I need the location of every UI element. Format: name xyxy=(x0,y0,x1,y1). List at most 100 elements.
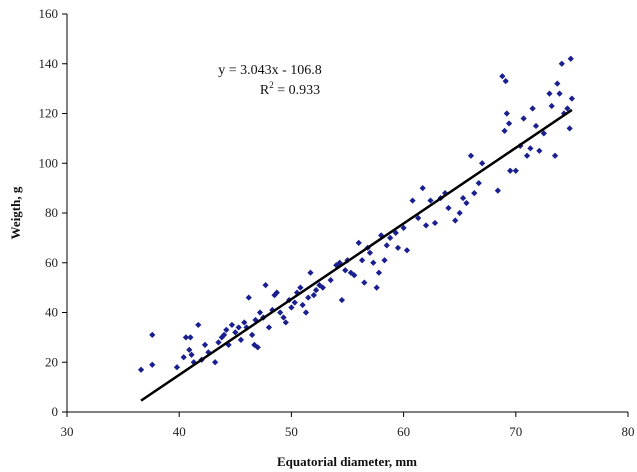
data-point xyxy=(237,336,245,343)
data-point xyxy=(502,78,509,85)
y-tick-label: 0 xyxy=(52,404,59,419)
data-point xyxy=(556,90,563,97)
x-tick-label: 30 xyxy=(61,424,74,439)
x-tick-label: 70 xyxy=(509,424,522,439)
y-tick-label: 80 xyxy=(45,205,58,220)
x-axis-title: Equatorial diameter, mm xyxy=(277,454,417,469)
y-tick-label: 40 xyxy=(45,305,58,320)
data-point xyxy=(523,152,531,159)
data-point xyxy=(302,309,310,316)
y-tick-label: 160 xyxy=(39,6,59,21)
data-points xyxy=(137,55,576,373)
data-point xyxy=(529,105,536,112)
data-point xyxy=(182,334,190,341)
y-tick-label: 140 xyxy=(39,56,59,71)
data-point xyxy=(499,73,506,80)
data-point xyxy=(265,324,273,331)
data-point xyxy=(459,194,467,202)
trend-line xyxy=(140,108,573,402)
data-point xyxy=(512,167,519,174)
y-tick-label: 20 xyxy=(45,354,58,369)
data-point xyxy=(419,185,426,192)
data-point xyxy=(280,314,287,321)
data-point xyxy=(319,284,326,291)
data-point xyxy=(327,277,334,284)
y-axis-title: Weigth, g xyxy=(8,186,23,239)
data-point xyxy=(381,257,388,264)
data-point xyxy=(235,324,242,331)
data-point xyxy=(532,122,540,130)
data-point xyxy=(282,319,289,326)
data-point xyxy=(467,152,475,159)
data-point xyxy=(536,147,543,154)
data-point xyxy=(262,282,269,289)
data-point xyxy=(291,299,298,306)
data-point xyxy=(180,354,187,361)
data-point xyxy=(137,366,145,373)
data-point xyxy=(288,304,295,311)
data-point xyxy=(456,209,463,217)
data-point xyxy=(149,331,156,338)
x-tick-label: 50 xyxy=(285,424,298,439)
data-point xyxy=(273,289,280,296)
data-point xyxy=(567,55,574,62)
data-point xyxy=(431,219,439,227)
data-point xyxy=(445,204,452,212)
data-point xyxy=(195,321,202,329)
data-point xyxy=(173,364,181,371)
data-point xyxy=(383,242,390,249)
data-point xyxy=(494,187,501,194)
data-point xyxy=(277,309,284,316)
data-point xyxy=(256,309,264,316)
data-point xyxy=(375,269,383,276)
data-point xyxy=(305,294,312,301)
y-tick-label: 100 xyxy=(39,155,59,170)
data-point xyxy=(373,284,380,291)
data-point xyxy=(551,152,559,159)
data-point xyxy=(310,291,317,299)
data-point xyxy=(223,326,230,334)
x-tick-label: 60 xyxy=(397,424,410,439)
data-point xyxy=(342,267,349,274)
data-point xyxy=(546,90,553,97)
data-point xyxy=(351,272,358,279)
data-point xyxy=(211,359,219,366)
data-point xyxy=(215,339,222,346)
data-point xyxy=(149,361,156,368)
data-point xyxy=(338,296,346,304)
data-point xyxy=(355,239,362,246)
data-point xyxy=(520,115,527,122)
data-point xyxy=(358,257,366,264)
data-point xyxy=(422,222,430,229)
data-point xyxy=(415,214,422,222)
data-point xyxy=(503,110,510,117)
data-point xyxy=(566,125,573,132)
x-tick-label: 80 xyxy=(622,424,635,439)
data-point xyxy=(463,199,470,207)
data-point xyxy=(554,80,561,87)
data-point xyxy=(370,259,377,266)
data-point xyxy=(394,244,402,251)
y-tick-label: 60 xyxy=(45,255,58,270)
data-point xyxy=(403,247,411,254)
x-tick-label: 40 xyxy=(173,424,186,439)
data-point xyxy=(245,294,252,301)
data-point xyxy=(361,279,368,286)
data-point xyxy=(299,301,306,309)
data-point xyxy=(507,167,514,174)
data-point xyxy=(501,127,508,135)
data-point xyxy=(471,189,478,197)
data-point xyxy=(249,331,256,338)
y-tick-label: 120 xyxy=(39,106,59,121)
data-point xyxy=(505,120,513,127)
data-point xyxy=(548,102,555,110)
data-point xyxy=(558,60,565,67)
data-point xyxy=(312,287,320,294)
r-squared-label: R2 = 0.933 xyxy=(260,80,320,98)
data-point xyxy=(452,217,459,224)
tick-layer: 30 40 50 60 70 80 0 20 40 60 80 100 120 140 160 xyxy=(39,6,635,439)
data-point xyxy=(187,334,194,341)
data-point xyxy=(188,351,195,358)
data-point xyxy=(307,269,314,276)
